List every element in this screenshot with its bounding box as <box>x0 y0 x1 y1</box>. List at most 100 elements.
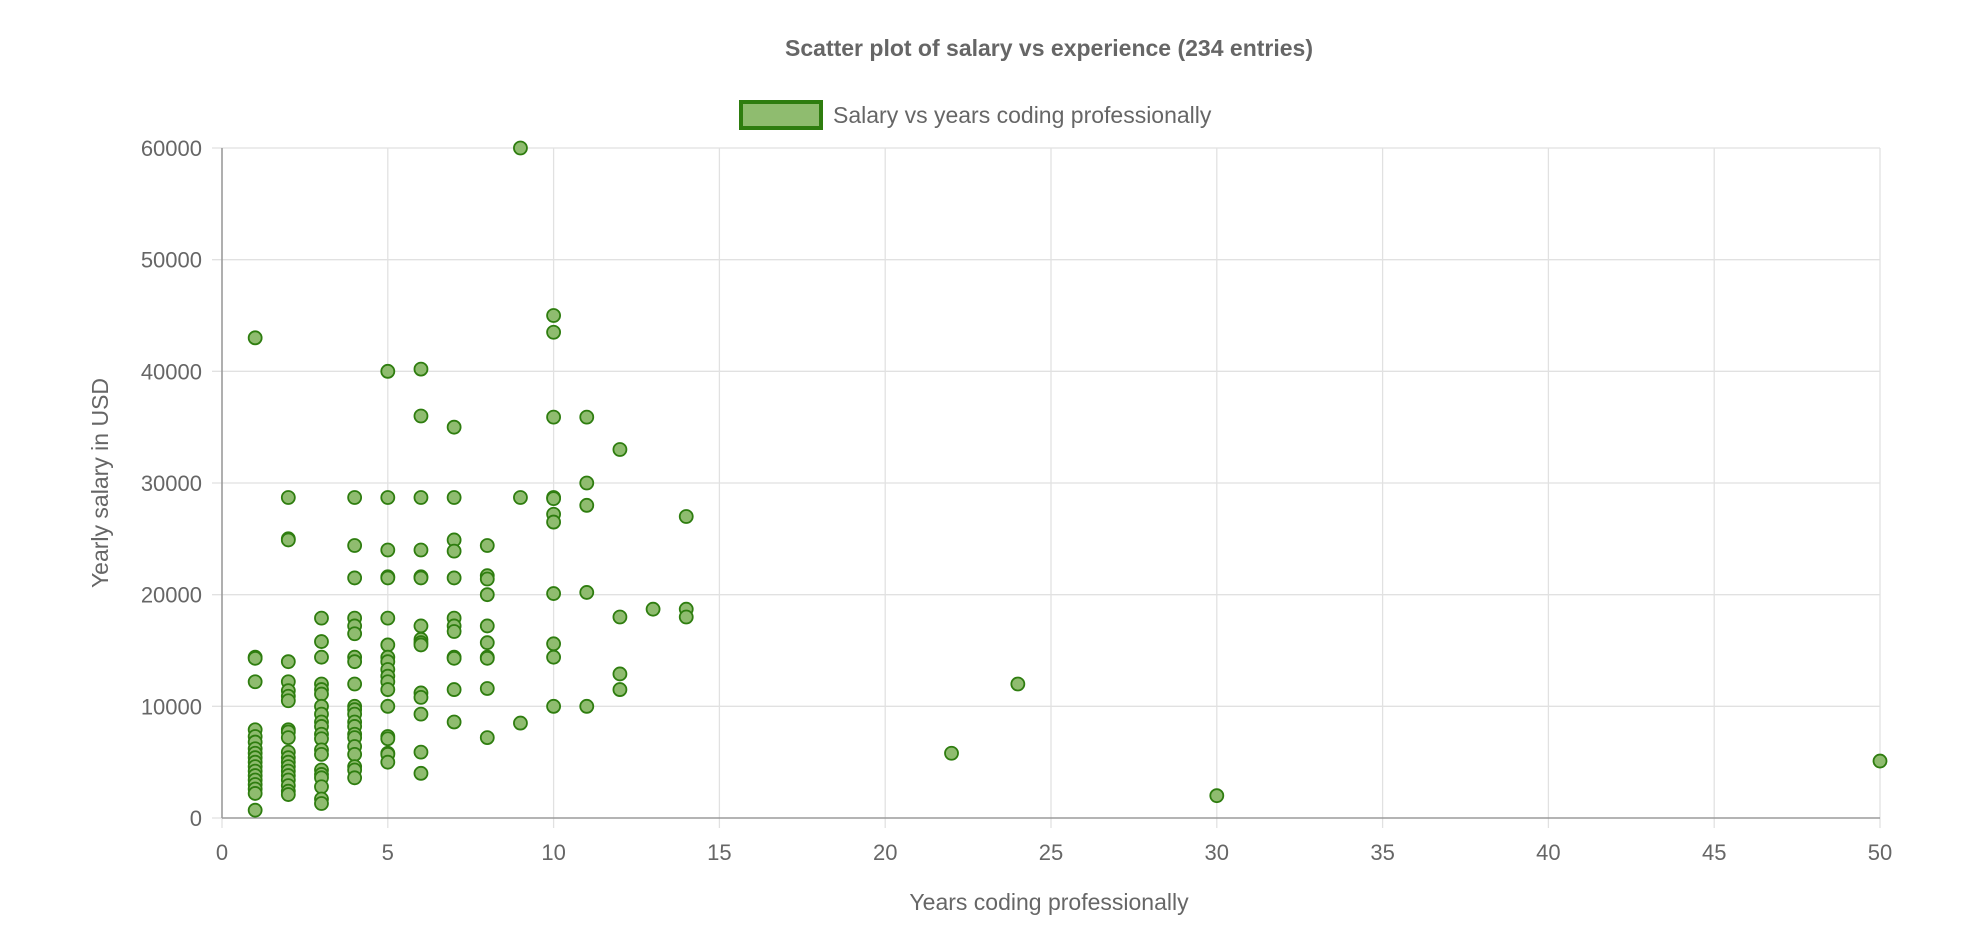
data-point[interactable] <box>380 731 396 747</box>
data-point[interactable] <box>678 609 694 625</box>
data-point[interactable] <box>446 419 462 435</box>
data-point[interactable] <box>347 490 363 505</box>
data-point[interactable] <box>446 490 462 505</box>
data-point[interactable] <box>546 636 561 652</box>
data-point[interactable] <box>546 308 561 323</box>
data-point[interactable] <box>413 618 429 634</box>
data-point[interactable] <box>280 787 296 802</box>
data-point[interactable] <box>612 609 628 625</box>
data-point[interactable] <box>247 802 263 818</box>
data-point[interactable] <box>314 649 329 665</box>
data-point[interactable] <box>280 730 296 745</box>
x-tick-label: 10 <box>541 840 565 865</box>
data-point[interactable] <box>347 626 363 642</box>
data-point[interactable] <box>446 624 462 639</box>
data-point[interactable] <box>314 610 329 626</box>
data-point[interactable] <box>247 650 263 666</box>
data-point[interactable] <box>546 698 561 714</box>
legend-swatch[interactable] <box>739 100 823 130</box>
data-point[interactable] <box>579 585 595 600</box>
data-point[interactable] <box>479 587 495 603</box>
data-point[interactable] <box>479 635 495 651</box>
data-point[interactable] <box>280 654 296 670</box>
data-point[interactable] <box>513 715 528 731</box>
data-point[interactable] <box>247 786 263 801</box>
data-point[interactable] <box>1872 753 1888 769</box>
data-point[interactable] <box>413 408 429 424</box>
x-tick-label: 20 <box>873 840 897 865</box>
data-point[interactable] <box>347 570 363 586</box>
data-point[interactable] <box>479 681 495 696</box>
data-point[interactable] <box>314 779 329 795</box>
data-point[interactable] <box>380 610 396 626</box>
data-point[interactable] <box>446 570 462 586</box>
data-point[interactable] <box>446 650 462 666</box>
data-point[interactable] <box>513 140 528 156</box>
data-point[interactable] <box>380 570 396 586</box>
data-point[interactable] <box>479 730 495 745</box>
data-point[interactable] <box>314 796 329 811</box>
data-point[interactable] <box>413 490 429 505</box>
data-point[interactable] <box>347 746 363 762</box>
data-point[interactable] <box>546 409 561 425</box>
data-point[interactable] <box>579 698 595 714</box>
data-point[interactable] <box>579 409 595 425</box>
data-point[interactable] <box>513 490 528 505</box>
y-tick-label: 60000 <box>141 136 202 161</box>
data-point[interactable] <box>380 637 396 653</box>
data-point[interactable] <box>347 676 363 692</box>
data-point[interactable] <box>479 618 495 634</box>
data-point[interactable] <box>546 491 561 507</box>
data-point[interactable] <box>247 330 263 346</box>
data-point[interactable] <box>645 601 661 617</box>
data-point[interactable] <box>380 698 396 714</box>
data-point[interactable] <box>446 682 462 697</box>
data-point[interactable] <box>479 538 495 553</box>
data-point[interactable] <box>380 682 396 697</box>
data-point[interactable] <box>546 514 561 530</box>
data-point[interactable] <box>413 706 429 722</box>
data-point[interactable] <box>446 714 462 730</box>
data-point[interactable] <box>413 637 429 653</box>
data-point[interactable] <box>944 745 959 761</box>
data-point[interactable] <box>347 770 363 786</box>
data-point[interactable] <box>280 693 296 709</box>
data-point[interactable] <box>380 754 396 770</box>
data-point[interactable] <box>413 744 429 760</box>
data-point[interactable] <box>280 532 296 548</box>
data-point[interactable] <box>314 686 329 702</box>
data-point[interactable] <box>612 666 628 682</box>
legend[interactable]: Salary vs years coding professionally <box>739 100 1212 130</box>
data-point[interactable] <box>380 363 396 379</box>
data-point[interactable] <box>380 490 396 505</box>
data-point[interactable] <box>1010 676 1026 692</box>
data-point[interactable] <box>347 538 363 553</box>
data-point[interactable] <box>678 509 694 524</box>
data-point[interactable] <box>579 475 595 491</box>
data-point[interactable] <box>413 765 429 781</box>
data-point[interactable] <box>612 682 628 697</box>
data-point[interactable] <box>446 543 462 559</box>
data-point[interactable] <box>546 586 561 601</box>
data-point[interactable] <box>612 442 628 457</box>
chart-title: Scatter plot of salary vs experience (23… <box>785 35 1313 61</box>
data-point[interactable] <box>380 542 396 558</box>
data-point[interactable] <box>546 649 561 665</box>
data-point[interactable] <box>413 690 429 705</box>
data-point[interactable] <box>413 361 429 377</box>
data-point[interactable] <box>280 490 296 505</box>
data-point[interactable] <box>546 324 561 340</box>
data-point[interactable] <box>413 542 429 558</box>
data-point[interactable] <box>1209 788 1225 804</box>
data-point[interactable] <box>479 571 495 587</box>
x-tick-label: 30 <box>1205 840 1229 865</box>
data-point[interactable] <box>347 654 363 670</box>
data-point[interactable] <box>579 497 595 513</box>
axes <box>221 148 1880 819</box>
data-point[interactable] <box>314 746 329 762</box>
data-point[interactable] <box>413 570 429 586</box>
data-point[interactable] <box>314 634 329 649</box>
data-point[interactable] <box>479 650 495 666</box>
data-point[interactable] <box>247 674 263 690</box>
legend-label[interactable]: Salary vs years coding professionally <box>833 102 1212 128</box>
